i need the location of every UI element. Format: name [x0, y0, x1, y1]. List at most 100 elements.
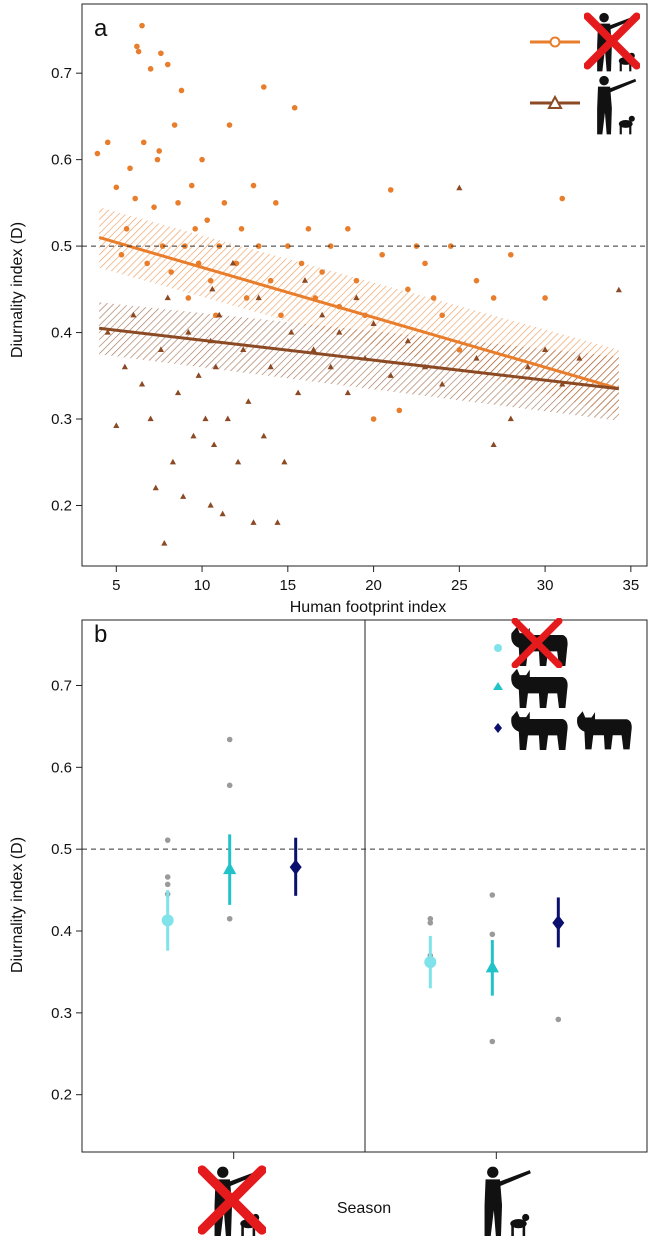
x-tick-label-5: 30 [537, 577, 554, 594]
panel-b-x-axis-title: Season [337, 1200, 391, 1217]
data-point-0-37 [243, 295, 250, 301]
data-point-0-46 [298, 260, 305, 267]
data-point-0-33 [221, 200, 228, 206]
hunter-with-dog-icon [597, 75, 637, 135]
data-point-0-61 [422, 260, 428, 267]
data-point-1-43 [353, 294, 360, 301]
data-point-1-32 [267, 363, 274, 370]
x-tick-label-4: 25 [451, 577, 468, 594]
legend-item-hunting [530, 75, 637, 135]
data-point-0-28 [199, 156, 205, 163]
legend-item-no-lynx [494, 621, 568, 666]
data-point-0-43 [278, 312, 284, 319]
data-point-1-7 [157, 346, 164, 352]
hunter-with-dog-icon [484, 1166, 531, 1236]
data-point-0-7 [134, 43, 140, 50]
data-point-0-56 [379, 251, 385, 258]
x-tick-label-0: 5 [112, 577, 120, 594]
data-point-1-13 [185, 329, 192, 335]
panel-b-y-axis: 0.2 0.3 0.4 0.5 0.6 0.7 [51, 677, 82, 1104]
data-point-0-19 [168, 269, 174, 275]
data-point-0-70 [559, 195, 566, 202]
data-point-0-44 [285, 243, 291, 249]
lynx-icon [511, 668, 568, 708]
data-point-1-10 [169, 458, 176, 465]
data-point-0-21 [175, 200, 181, 206]
legend-triangle-marker [547, 94, 563, 109]
legend-item-one-lynx [493, 668, 568, 708]
data-point-0-39 [255, 243, 262, 249]
y-tick-label-5: 0.7 [51, 65, 72, 82]
y-tick-label-3: 0.5 [51, 841, 72, 858]
panel-a-fit-lines [98, 236, 620, 391]
data-point-1-30 [255, 294, 262, 301]
x-tick-label-3: 20 [365, 577, 382, 594]
data-point-1-15 [195, 372, 202, 378]
data-point-1-37 [301, 277, 309, 283]
data-point-0-29 [204, 217, 211, 223]
mean-marker-1-0 [223, 862, 237, 875]
data-point-0-34 [226, 122, 233, 128]
data-point-1-50 [456, 184, 463, 191]
data-point-0-11 [144, 260, 150, 267]
mean-marker-0-1 [424, 956, 437, 969]
raw-point-0-0-2 [164, 881, 171, 888]
raw-point-1-0-0 [226, 736, 233, 743]
x-tick-label-2: 15 [279, 577, 296, 594]
data-point-1-3 [130, 311, 137, 318]
data-point-0-36 [238, 226, 245, 232]
legend-diamond-marker [494, 723, 502, 733]
data-point-0-45 [291, 104, 298, 111]
data-point-1-14 [190, 432, 197, 439]
panel-b-legend [493, 621, 632, 750]
raw-point-2-1-0 [555, 1016, 562, 1023]
data-point-0-41 [267, 277, 274, 284]
data-point-1-33 [274, 519, 281, 525]
data-point-1-29 [250, 519, 257, 525]
raw-point-1-1-2 [489, 1038, 496, 1045]
data-point-1-28 [245, 398, 252, 404]
panel-a-x-axis-title: Human footprint index [290, 599, 447, 616]
raw-point-0-0-1 [164, 874, 171, 880]
data-point-1-41 [336, 329, 343, 335]
panel-b-raw-points [164, 736, 562, 1045]
data-point-0-8 [135, 48, 142, 55]
data-point-0-5 [127, 165, 133, 172]
data-point-0-49 [319, 269, 325, 275]
data-point-0-17 [159, 243, 166, 249]
data-point-0-53 [353, 277, 360, 284]
data-point-0-52 [345, 226, 351, 232]
raw-point-0-1-1 [427, 920, 434, 926]
data-point-0-0 [94, 150, 101, 157]
data-point-1-54 [524, 363, 532, 370]
data-point-0-26 [192, 226, 198, 232]
data-point-1-0 [104, 329, 111, 335]
data-point-1-34 [281, 458, 288, 465]
data-point-0-50 [327, 243, 334, 249]
data-point-1-11 [174, 389, 182, 396]
data-point-0-18 [164, 61, 171, 68]
data-point-1-46 [387, 372, 394, 378]
data-point-1-18 [207, 501, 214, 508]
data-point-0-9 [139, 22, 145, 29]
confidence-band-1 [99, 302, 619, 421]
y-tick-label-1: 0.3 [51, 1005, 72, 1022]
y-tick-label-1: 0.3 [51, 411, 72, 428]
data-point-0-38 [250, 182, 257, 189]
data-point-0-67 [490, 295, 497, 301]
raw-point-0-1-0 [427, 915, 434, 922]
data-point-1-53 [507, 415, 514, 422]
mean-marker-2-0 [289, 859, 302, 875]
data-point-1-45 [370, 320, 377, 327]
panel-a-legend [530, 13, 637, 135]
data-point-0-22 [178, 87, 185, 94]
data-point-0-47 [305, 226, 312, 232]
fit-line-0 [98, 236, 620, 391]
data-point-0-20 [171, 122, 178, 128]
y-tick-label-5: 0.7 [51, 677, 72, 694]
panel-a-confidence-bands [99, 207, 619, 421]
data-point-1-5 [147, 415, 154, 422]
panel-a: a 0.2 0.3 0.4 0.5 0.6 0.7 5 10 15 20 25 30 35 Human… [9, 3, 648, 616]
data-point-1-56 [559, 380, 566, 387]
x-tick-label-6: 35 [623, 577, 640, 594]
